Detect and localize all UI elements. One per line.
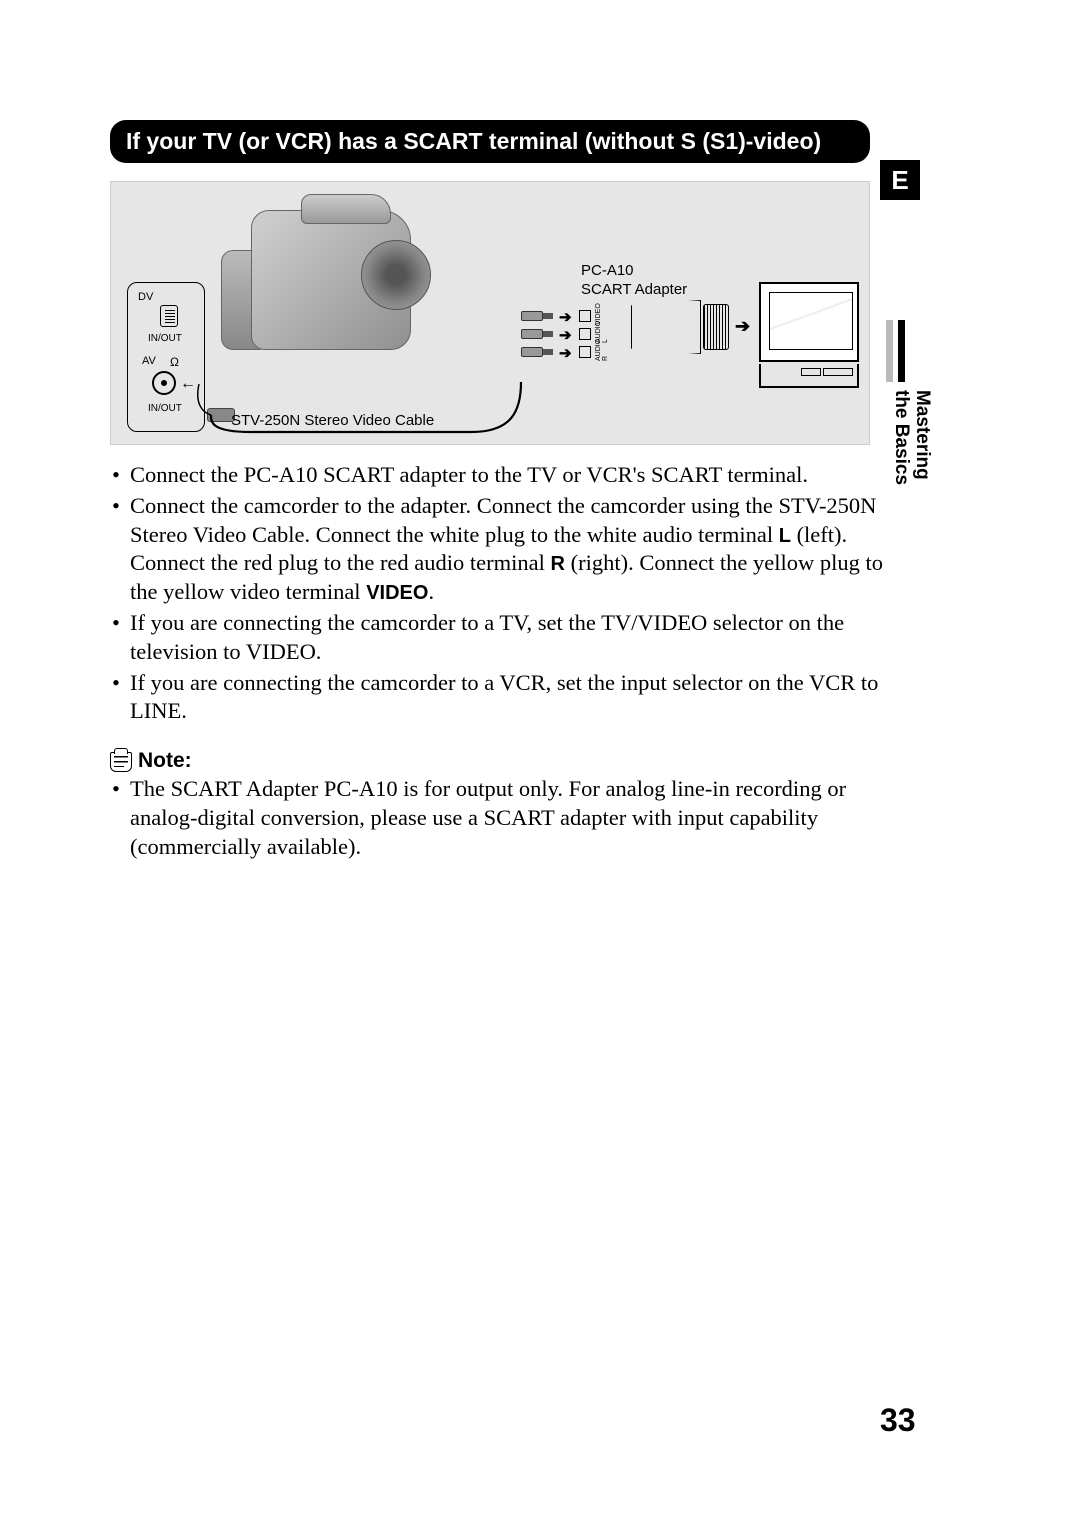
- section-tab-line2: the Basics: [891, 390, 912, 485]
- language-badge: E: [880, 160, 920, 200]
- scart-label-line1: PC-A10: [581, 262, 634, 279]
- headphone-icon: Ω: [170, 355, 179, 369]
- instruction-item: If you are connecting the camcorder to a…: [110, 609, 890, 667]
- scart-arrow-icon: ➔: [735, 316, 750, 337]
- note-item: The SCART Adapter PC-A10 is for output o…: [110, 775, 890, 861]
- note-label: Note:: [138, 748, 192, 775]
- instruction-item: Connect the PC-A10 SCART adapter to the …: [110, 461, 890, 490]
- inout-label-1: IN/OUT: [148, 333, 182, 344]
- dv-port-icon: [160, 305, 178, 327]
- camcorder-illustration: [211, 190, 471, 380]
- section-tab: Mastering the Basics: [890, 390, 932, 485]
- instruction-item: Connect the camcorder to the adapter. Co…: [110, 492, 890, 607]
- dv-label: DV: [138, 291, 153, 303]
- page-number: 33: [880, 1402, 916, 1439]
- scart-adapter-label: PC-A10 SCART Adapter: [581, 262, 687, 300]
- av-label: AV: [142, 355, 156, 367]
- note-heading: Note:: [110, 748, 890, 775]
- section-indicator-bars: [886, 320, 905, 382]
- scart-adapter-icon: [631, 300, 701, 354]
- rca-plugs: ➔VIDEO ➔AUDIO L ➔AUDIO R: [521, 310, 561, 364]
- section-tab-line1: Mastering: [912, 390, 933, 480]
- section-heading: If your TV (or VCR) has a SCART terminal…: [110, 120, 870, 163]
- scart-label-line2: SCART Adapter: [581, 281, 687, 298]
- cable-path: [171, 382, 531, 442]
- note-icon: [110, 752, 132, 772]
- instruction-list: Connect the PC-A10 SCART adapter to the …: [110, 461, 890, 861]
- tv-illustration: [759, 282, 859, 388]
- connection-diagram: DV IN/OUT AV Ω ← IN/OUT STV-250N Stereo …: [110, 181, 870, 445]
- scart-connector-icon: [703, 304, 729, 350]
- instruction-item: If you are connecting the camcorder to a…: [110, 669, 890, 727]
